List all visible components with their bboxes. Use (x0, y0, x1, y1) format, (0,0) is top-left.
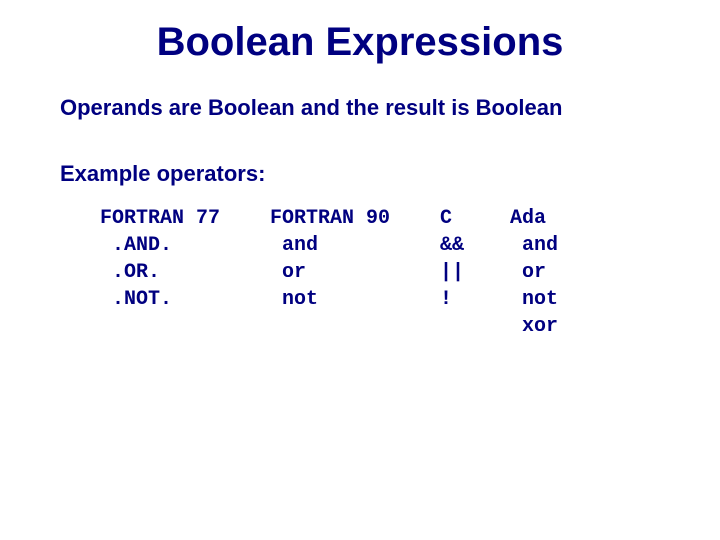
table-cell: not (270, 286, 440, 313)
table-col: Ada and or not xor (510, 207, 600, 340)
table-cell: and (270, 232, 440, 259)
col-header: FORTRAN 90 (270, 207, 440, 230)
slide-title: Boolean Expressions (60, 20, 660, 65)
col-header: C (440, 207, 510, 230)
table-cell: or (270, 259, 440, 286)
table-col: FORTRAN 90 and or not (270, 207, 440, 340)
col-header: FORTRAN 77 (100, 207, 270, 230)
table-cell: not (510, 286, 600, 313)
table-cell: ! (440, 286, 510, 313)
table-cell: && (440, 232, 510, 259)
table-cell: || (440, 259, 510, 286)
example-subhead: Example operators: (60, 161, 660, 187)
table-col: FORTRAN 77 .AND. .OR. .NOT. (100, 207, 270, 340)
table-cell: and (510, 232, 600, 259)
slide: Boolean Expressions Operands are Boolean… (0, 0, 720, 540)
description-line: Operands are Boolean and the result is B… (60, 95, 660, 121)
operators-table: FORTRAN 77 .AND. .OR. .NOT. FORTRAN 90 a… (100, 207, 660, 340)
table-cell: or (510, 259, 600, 286)
table-cell: .AND. (100, 232, 270, 259)
table-col: C && || ! (440, 207, 510, 340)
table-cell: xor (510, 313, 600, 340)
col-header: Ada (510, 207, 600, 230)
table-cell: .NOT. (100, 286, 270, 313)
table-cell: .OR. (100, 259, 270, 286)
